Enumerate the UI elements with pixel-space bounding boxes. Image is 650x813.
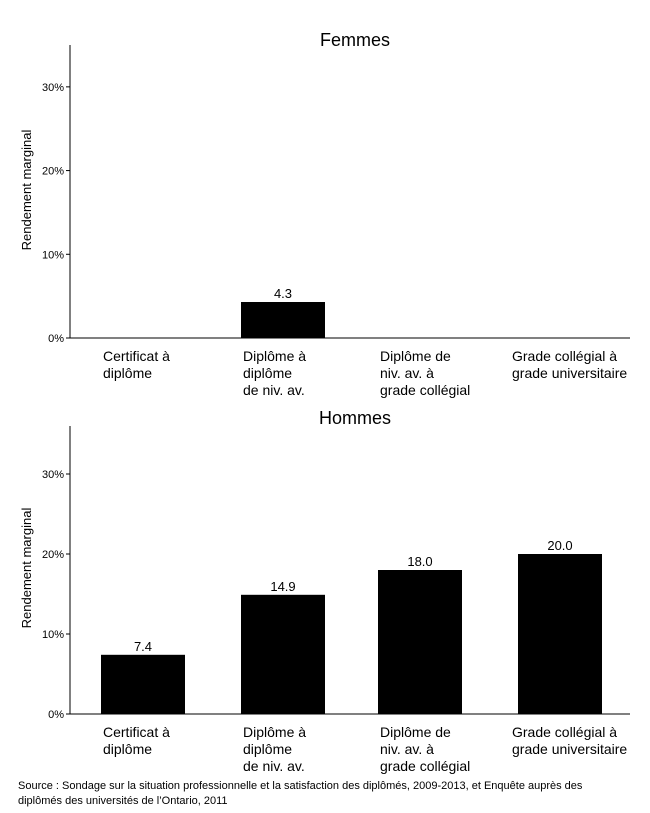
y-tick-label-femmes: 0%: [48, 333, 64, 345]
category-label-line: Diplôme à: [243, 724, 306, 740]
category-label-hommes-1: Certificat à diplôme: [103, 724, 170, 757]
y-axis-label-femmes: Rendement marginal: [19, 130, 34, 251]
category-label-line: Diplôme à: [243, 348, 306, 364]
category-label-line: Certificat à: [103, 348, 170, 364]
category-label-line: Grade collégial à: [512, 724, 617, 740]
y-tick-label-hommes: 0%: [48, 709, 64, 721]
category-label-hommes-2: Diplôme à diplôme de niv. av.: [243, 724, 306, 774]
source-line-1: Source : Sondage sur la situation profes…: [18, 780, 583, 792]
bar-hommes-4: [518, 554, 602, 714]
y-tick-label-hommes: 10%: [42, 629, 64, 641]
category-label-line: grade collégial: [380, 382, 470, 398]
y-tick-label-femmes: 20%: [42, 166, 64, 178]
bar-hommes-2: [241, 594, 325, 714]
data-label-hommes-2: 14.9: [270, 579, 295, 594]
charts-canvas: Femmes Rendement marginal 0% 10% 20% 30% Certi…: [19, 30, 630, 774]
y-axis-label-hommes: Rendement marginal: [19, 508, 34, 629]
category-label-line: Diplôme de: [380, 724, 451, 740]
data-label-hommes-1: 7.4: [134, 639, 152, 654]
category-label-line: grade collégial: [380, 758, 470, 774]
data-label-femmes-2: 4.3: [274, 286, 292, 301]
category-label-femmes-4: Grade collégial à grade universitaire: [512, 348, 627, 381]
source-line-2: diplômés des universités de l’Ontario, 2…: [18, 795, 228, 807]
category-label-line: niv. av. à: [380, 741, 434, 757]
category-label-femmes-1: Certificat à diplôme: [103, 348, 170, 381]
y-tick-label-hommes: 30%: [42, 469, 64, 481]
category-label-line: Certificat à: [103, 724, 170, 740]
bar-hommes-1: [101, 654, 185, 714]
data-label-hommes-3: 18.0: [407, 554, 432, 569]
category-label-femmes-3: Diplôme de niv. av. à grade collégial: [380, 348, 470, 398]
bar-hommes-3: [378, 570, 462, 714]
category-label-line: diplôme: [243, 365, 292, 381]
category-label-hommes-4: Grade collégial à grade universitaire: [512, 724, 627, 757]
chart-title-femmes: Femmes: [320, 30, 390, 50]
chart-title-hommes: Hommes: [319, 408, 391, 428]
category-label-line: de niv. av.: [243, 382, 305, 398]
bar-femmes-2: [241, 302, 325, 338]
source-note: Source : Sondage sur la situation profes…: [18, 779, 638, 809]
category-label-line: grade universitaire: [512, 741, 627, 757]
category-label-femmes-2: Diplôme à diplôme de niv. av.: [243, 348, 306, 398]
category-label-line: Diplôme de: [380, 348, 451, 364]
category-label-line: diplôme: [103, 741, 152, 757]
y-tick-label-femmes: 30%: [42, 82, 64, 94]
category-label-line: Grade collégial à: [512, 348, 617, 364]
y-tick-label-femmes: 10%: [42, 249, 64, 261]
category-label-hommes-3: Diplôme de niv. av. à grade collégial: [380, 724, 470, 774]
data-label-hommes-4: 20.0: [547, 538, 572, 553]
category-label-line: de niv. av.: [243, 758, 305, 774]
category-label-line: diplôme: [103, 365, 152, 381]
category-label-line: niv. av. à: [380, 365, 434, 381]
category-label-line: grade universitaire: [512, 365, 627, 381]
category-label-line: diplôme: [243, 741, 292, 757]
y-tick-label-hommes: 20%: [42, 549, 64, 561]
